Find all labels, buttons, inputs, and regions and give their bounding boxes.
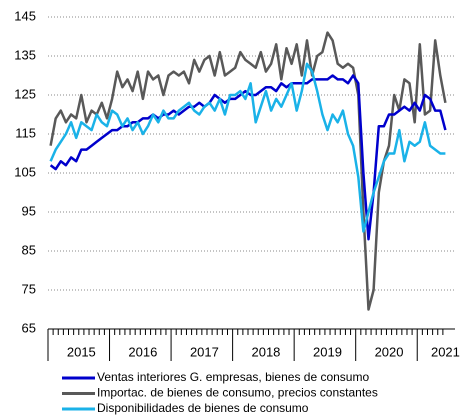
legend-label: Disponibilidades de bienes de consumo bbox=[97, 401, 309, 415]
x-tick-label: 2016 bbox=[128, 344, 157, 359]
y-tick-label: 95 bbox=[22, 203, 36, 218]
series-line bbox=[49, 62, 446, 233]
x-tick-label: 2018 bbox=[251, 344, 280, 359]
x-tick-label: 2017 bbox=[190, 344, 219, 359]
x-tick-label: 2020 bbox=[375, 344, 404, 359]
y-tick-label: 65 bbox=[22, 320, 36, 335]
y-tick-label: 115 bbox=[15, 125, 36, 140]
legend-label: Importac. de bienes de consumo, precios … bbox=[97, 386, 378, 400]
y-tick-label: 75 bbox=[22, 281, 36, 296]
legend-label: Ventas interiores G. empresas, bienes de… bbox=[97, 370, 369, 384]
y-tick-label: 145 bbox=[14, 8, 36, 23]
x-tick-label: 2021 bbox=[431, 344, 460, 359]
series-line bbox=[49, 31, 447, 311]
y-tick-label: 85 bbox=[22, 242, 36, 257]
y-tick-label: 135 bbox=[14, 47, 36, 62]
x-tick-label: 2019 bbox=[313, 344, 342, 359]
x-tick-label: 2015 bbox=[67, 344, 96, 359]
y-tick-label: 125 bbox=[14, 86, 36, 101]
y-tick-label: 105 bbox=[14, 164, 36, 179]
